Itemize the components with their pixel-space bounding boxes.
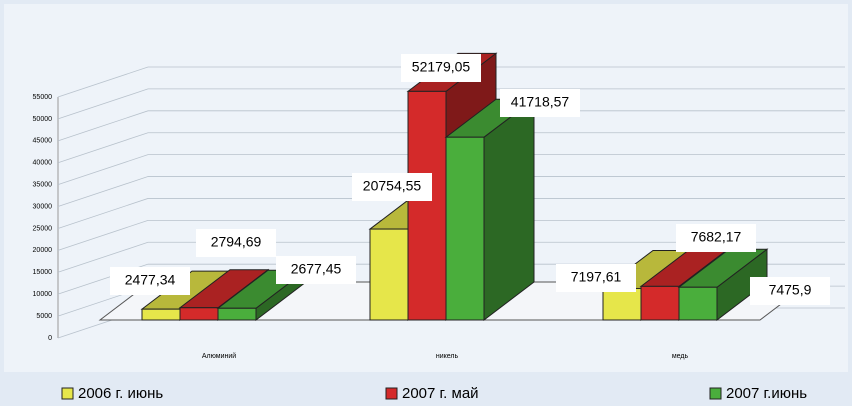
bar [369,228,409,321]
y-tick-label: 35000 [33,181,53,188]
legend-swatch [709,387,722,400]
legend-label: 2007 г. май [402,385,479,402]
value-label-box [401,54,481,82]
grid-line [57,154,845,186]
grid-line [57,88,845,120]
y-tick-label: 10000 [33,291,53,298]
value-label: 2477,34 [125,272,176,288]
y-tick-label: 5000 [36,313,52,320]
value-label: 2794,69 [211,234,262,250]
value-label: 7475,9 [769,282,812,298]
bar [602,287,642,321]
bar [407,90,447,321]
value-label: 2677,45 [291,261,342,277]
y-tick-label: 45000 [33,138,53,145]
y-tick-label: 40000 [33,160,53,167]
value-label: 7682,17 [691,229,742,245]
y-tick-label: 55000 [33,94,53,101]
y-tick-label: 20000 [33,247,53,254]
grid-line [57,132,845,164]
bar [640,285,680,321]
value-label-box [196,229,276,257]
y-tick-label: 15000 [33,269,53,276]
value-label-box [556,264,636,292]
value-label: 52179,05 [412,59,471,75]
grid-line [57,66,845,98]
x-tick-label: никель [436,353,459,360]
value-label-box [110,267,190,295]
x-tick-label: медь [672,353,689,360]
value-label-box [676,224,756,252]
legend-swatch [61,387,74,400]
value-label-box [276,256,356,284]
legend-label: 2006 г. июнь [78,385,163,402]
bar [217,307,257,321]
value-label-box [750,277,830,305]
value-label: 7197,61 [571,269,622,285]
bar [678,286,718,321]
y-tick-label: 25000 [33,225,53,232]
grid-line [57,110,845,142]
grid-line [57,198,845,229]
grid-line [57,241,845,273]
value-label: 41718,57 [511,94,570,110]
legend-swatch [385,387,398,400]
value-label-box [500,89,580,117]
bar [179,307,219,321]
legend-label: 2007 г.июнь [726,385,807,402]
grid-line [57,176,845,207]
y-tick-label: 30000 [33,203,53,210]
y-tick-label: 50000 [33,116,53,123]
x-tick-label: Алюминий [202,352,236,360]
value-label-box [352,173,432,201]
value-label: 20754,55 [363,178,422,194]
bar [445,136,485,321]
y-tick-label: 0 [48,335,52,342]
grid-line [57,219,845,251]
bar-side [483,98,535,322]
bar [141,308,181,321]
